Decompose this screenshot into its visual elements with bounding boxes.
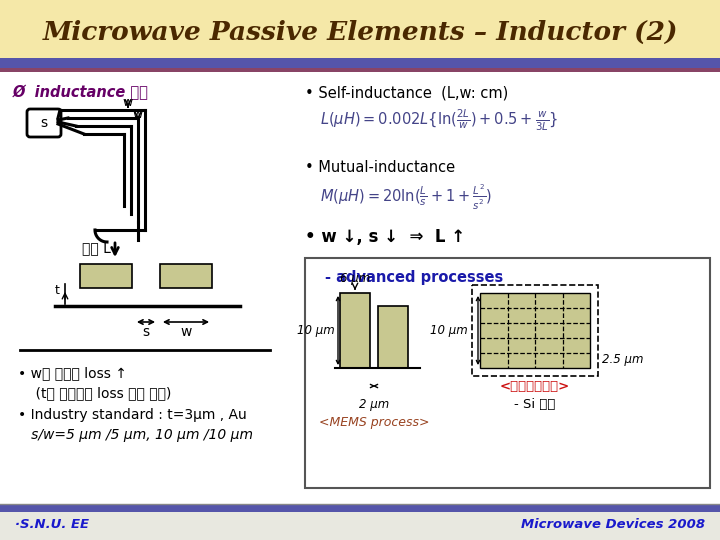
Text: ·S.N.U. EE: ·S.N.U. EE	[15, 517, 89, 530]
Text: 10 μm: 10 μm	[297, 324, 335, 337]
Text: Microwave Passive Elements – Inductor (2): Microwave Passive Elements – Inductor (2…	[42, 19, 678, 44]
Text: 2 μm: 2 μm	[359, 398, 389, 411]
Bar	[378, 306, 408, 368]
Text: 6 μm: 6 μm	[340, 272, 370, 285]
Text: Ø  inductance 계산: Ø inductance 계산	[13, 85, 149, 100]
Text: w: w	[180, 325, 192, 339]
Bar	[472, 285, 598, 376]
Text: w: w	[123, 96, 133, 109]
Bar	[0, 504, 720, 512]
Text: • Mutual-inductance: • Mutual-inductance	[305, 160, 455, 175]
Text: • Industry standard : t=3μm , Au: • Industry standard : t=3μm , Au	[18, 408, 247, 422]
Text: $L(\mu H) = 0.002L\{\ln(\frac{2L}{w})+0.5+\frac{w}{3L}\}$: $L(\mu H) = 0.002L\{\ln(\frac{2L}{w})+0.…	[320, 108, 559, 133]
Bar	[80, 264, 132, 288]
Text: 2.5 μm: 2.5 μm	[602, 353, 644, 366]
Text: 길이 L: 길이 L	[82, 241, 111, 255]
Text: 10 μm: 10 μm	[431, 324, 468, 337]
Bar	[0, 58, 720, 68]
Bar	[0, 0, 720, 58]
FancyBboxPatch shape	[27, 109, 61, 137]
Bar	[305, 258, 710, 488]
Bar	[480, 293, 590, 368]
Text: s: s	[143, 325, 150, 339]
Bar	[0, 68, 720, 72]
Text: (t를 증가시켜 loss 감소 가능): (t를 증가시켜 loss 감소 가능)	[18, 386, 171, 400]
Text: w: w	[133, 107, 143, 120]
Text: $M(\mu H) = 20\ln(\frac{L}{s}+1+\frac{L^2}{s^2})$: $M(\mu H) = 20\ln(\frac{L}{s}+1+\frac{L^…	[320, 183, 492, 212]
Bar	[340, 293, 370, 368]
Text: Microwave Devices 2008: Microwave Devices 2008	[521, 517, 705, 530]
Text: • w가 작으면 loss ↑: • w가 작으면 loss ↑	[18, 366, 127, 380]
Text: - Si 공정: - Si 공정	[514, 398, 556, 411]
Bar	[160, 264, 212, 288]
Text: • Self-inductance  (L,w: cm): • Self-inductance (L,w: cm)	[305, 85, 508, 100]
Bar	[0, 512, 720, 540]
Text: t: t	[55, 284, 60, 296]
Text: <MEMS process>: <MEMS process>	[319, 416, 429, 429]
Text: s: s	[40, 116, 48, 130]
Text: <다층금속공정>: <다층금속공정>	[500, 380, 570, 393]
Text: • w ↓, s ↓  ⇒  L ↑: • w ↓, s ↓ ⇒ L ↑	[305, 228, 465, 246]
Text: - advanced processes: - advanced processes	[325, 270, 503, 285]
Text: s/w=5 μm /5 μm, 10 μm /10 μm: s/w=5 μm /5 μm, 10 μm /10 μm	[18, 428, 253, 442]
